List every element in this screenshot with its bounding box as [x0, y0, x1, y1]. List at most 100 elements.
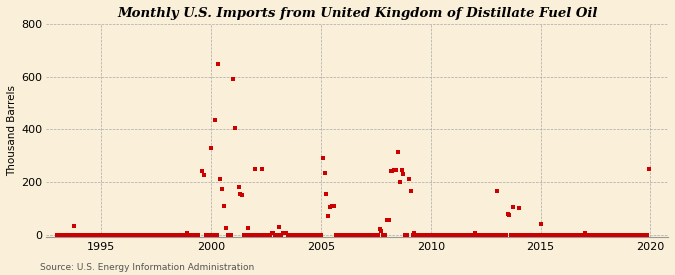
Point: [546, 233, 557, 237]
Point: [109, 233, 119, 237]
Point: [535, 222, 546, 226]
Point: [524, 233, 535, 237]
Point: [283, 233, 294, 237]
Point: [449, 233, 460, 237]
Point: [594, 233, 605, 237]
Point: [526, 233, 537, 237]
Point: [409, 233, 420, 237]
Point: [616, 233, 626, 237]
Point: [425, 233, 436, 237]
Point: [242, 226, 253, 230]
Point: [392, 150, 403, 154]
Point: [427, 233, 438, 237]
Point: [316, 233, 327, 237]
Point: [145, 233, 156, 237]
Point: [198, 173, 209, 178]
Title: Monthly U.S. Imports from United Kingdom of Distillate Fuel Oil: Monthly U.S. Imports from United Kingdom…: [117, 7, 597, 20]
Point: [400, 233, 410, 237]
Point: [68, 223, 79, 228]
Point: [345, 233, 356, 237]
Point: [57, 233, 68, 237]
Point: [209, 117, 220, 122]
Point: [86, 233, 97, 237]
Point: [191, 233, 202, 237]
Point: [487, 233, 498, 237]
Point: [290, 233, 300, 237]
Point: [129, 233, 140, 237]
Point: [625, 233, 636, 237]
Point: [363, 233, 374, 237]
Point: [80, 233, 90, 237]
Point: [348, 233, 359, 237]
Point: [56, 233, 67, 237]
Text: Source: U.S. Energy Information Administration: Source: U.S. Energy Information Administ…: [40, 263, 254, 272]
Point: [155, 233, 165, 237]
Point: [180, 233, 191, 237]
Point: [239, 233, 250, 237]
Point: [605, 233, 616, 237]
Point: [556, 233, 566, 237]
Point: [340, 233, 350, 237]
Point: [381, 218, 392, 222]
Point: [100, 233, 111, 237]
Point: [303, 233, 314, 237]
Point: [196, 169, 207, 174]
Point: [206, 145, 217, 150]
Point: [127, 233, 138, 237]
Point: [116, 233, 127, 237]
Point: [510, 233, 520, 237]
Point: [327, 204, 338, 208]
Point: [259, 233, 270, 237]
Point: [576, 233, 587, 237]
Point: [165, 233, 176, 237]
Point: [140, 233, 151, 237]
Point: [286, 233, 297, 237]
Point: [314, 233, 325, 237]
Point: [409, 231, 420, 236]
Point: [456, 233, 467, 237]
Point: [59, 233, 70, 237]
Point: [387, 169, 398, 174]
Point: [570, 233, 580, 237]
Point: [420, 233, 431, 237]
Point: [515, 233, 526, 237]
Point: [481, 233, 491, 237]
Point: [162, 233, 173, 237]
Point: [585, 233, 595, 237]
Point: [440, 233, 451, 237]
Point: [595, 233, 606, 237]
Point: [124, 233, 134, 237]
Point: [455, 233, 466, 237]
Point: [122, 233, 132, 237]
Point: [221, 226, 232, 230]
Point: [610, 233, 621, 237]
Point: [380, 233, 391, 237]
Point: [412, 233, 423, 237]
Point: [308, 233, 319, 237]
Point: [281, 231, 292, 236]
Point: [105, 233, 116, 237]
Point: [577, 233, 588, 237]
Point: [394, 180, 405, 184]
Point: [477, 233, 487, 237]
Point: [437, 233, 448, 237]
Point: [416, 233, 427, 237]
Point: [306, 233, 317, 237]
Point: [422, 233, 433, 237]
Point: [163, 233, 174, 237]
Point: [512, 233, 522, 237]
Point: [250, 167, 261, 171]
Point: [119, 233, 130, 237]
Point: [325, 205, 335, 209]
Point: [70, 233, 81, 237]
Point: [173, 233, 184, 237]
Point: [304, 233, 315, 237]
Point: [294, 233, 304, 237]
Point: [568, 233, 579, 237]
Point: [217, 186, 227, 191]
Point: [446, 233, 456, 237]
Point: [564, 233, 575, 237]
Point: [107, 233, 117, 237]
Point: [118, 233, 129, 237]
Point: [367, 233, 377, 237]
